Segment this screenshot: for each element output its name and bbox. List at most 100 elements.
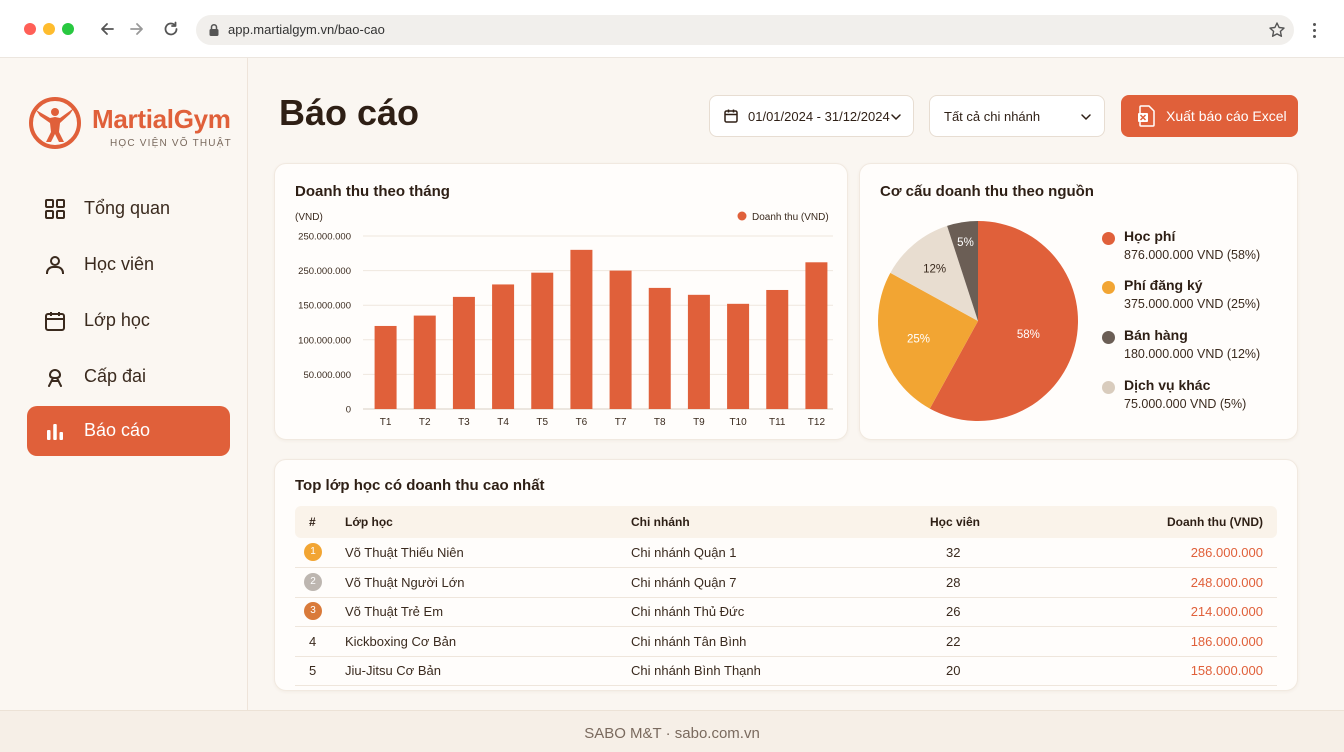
rank-badge: 1	[304, 543, 322, 561]
sidebar: MartialGym HỌC VIỆN VÕ THUẬT Tổng quan H…	[0, 58, 248, 710]
browser-menu-icon[interactable]	[1306, 18, 1322, 42]
x-tick-label: T3	[458, 417, 470, 428]
pie-slice-4[interactable]	[947, 221, 978, 321]
sidebar-item-tong-quan[interactable]: Tổng quan	[27, 184, 230, 234]
table-row[interactable]: 2 Võ Thuật Người Lớn Chi nhánh Quận 7 28 248…	[295, 568, 1277, 598]
legend-swatch	[1102, 381, 1115, 394]
revenue-bar-t1[interactable]	[374, 325, 397, 409]
browser-chrome: app.martialgym.vn/bao-cao	[0, 0, 1344, 58]
table-row[interactable]: 3 Võ Thuật Trẻ Em Chi nhánh Thủ Đức 26 214.0…	[295, 597, 1277, 628]
x-tick-label: T6	[576, 417, 588, 428]
minimize-window-button[interactable]	[43, 23, 55, 35]
x-tick-label: T11	[769, 417, 786, 428]
revenue-cell: 248.000.000	[1190, 574, 1263, 590]
x-tick-label: T10	[729, 417, 747, 428]
branch-cell: Chi nhánh Thủ Đức	[631, 604, 745, 620]
revenue-bar-t5[interactable]	[531, 272, 554, 409]
y-tick-label: 100.000.000	[298, 335, 351, 346]
user-icon	[43, 253, 67, 277]
brand-logo[interactable]: MartialGym HỌC VIỆN VÕ THUẬT	[28, 96, 238, 156]
branch-cell: Chi nhánh Bình Thạnh	[631, 663, 761, 679]
sidebar-item-cap-dai[interactable]: Cấp đai	[27, 352, 230, 402]
sidebar-item-label: Cấp đai	[84, 366, 147, 386]
lock-icon	[208, 23, 220, 42]
pie-slice-1[interactable]	[929, 221, 1078, 421]
pie-slice-2[interactable]	[878, 272, 978, 409]
rank-badge: 2	[304, 572, 322, 591]
table-header: # Lớp học Chi nhánh Học viên Doanh thu (…	[295, 506, 1277, 538]
col-students-header[interactable]: Học viên	[930, 515, 981, 529]
table-row[interactable]: 4 Kickboxing Cơ Bản Chi nhánh Tân Bình 22 18…	[295, 627, 1277, 657]
sidebar-item-lop-hoc[interactable]: Lớp học	[27, 296, 230, 346]
legend-name: Bán hàng	[1124, 327, 1188, 343]
brand-name: MartialGym	[92, 104, 231, 134]
chevron-down-icon	[890, 110, 902, 128]
forward-arrow-icon[interactable]	[125, 17, 149, 41]
bookmark-star-icon[interactable]	[1268, 21, 1286, 44]
top-classes-title: Top lớp học có doanh thu cao nhất	[295, 477, 545, 494]
revenue-chart-card: Doanh thu theo tháng (VND) Doanh thu (VN…	[274, 163, 848, 440]
legend-value: 375.000.000 VND (25%)	[1124, 297, 1261, 311]
legend-name: Dịch vụ khác	[1124, 377, 1211, 393]
revenue-cell: 214.000.000	[1190, 604, 1263, 620]
revenue-bar-t11[interactable]	[766, 289, 789, 409]
sidebar-item-hoc-vien[interactable]: Học viên	[27, 240, 230, 290]
source-chart-card: Cơ cấu doanh thu theo nguồn 58% 25% 12% 5% …	[859, 163, 1298, 440]
legend-swatch	[1102, 331, 1115, 344]
sidebar-item-label: Báo cáo	[84, 420, 151, 440]
col-branch-header[interactable]: Chi nhánh	[631, 515, 690, 529]
revenue-bar-t9[interactable]	[687, 294, 710, 409]
source-chart-title: Cơ cấu doanh thu theo nguồn	[880, 183, 1094, 200]
revenue-bar-t8[interactable]	[648, 287, 671, 409]
address-bar[interactable]: app.martialgym.vn/bao-cao	[196, 15, 1294, 45]
revenue-bar-t3[interactable]	[452, 296, 475, 409]
close-window-button[interactable]	[24, 23, 36, 35]
revenue-bar-t12[interactable]	[805, 262, 828, 409]
reload-icon[interactable]	[159, 17, 183, 41]
x-tick-label: T1	[380, 417, 392, 428]
footer: SABO M&T · sabo.com.vn	[0, 710, 1344, 752]
pie-slice-label: 5%	[957, 237, 974, 249]
revenue-bar-t4[interactable]	[492, 284, 515, 409]
class-name-cell: Jiu-Jitsu Cơ Bản	[345, 663, 441, 679]
col-class-header[interactable]: Lớp học	[345, 515, 393, 529]
sidebar-item-bao-cao[interactable]: Báo cáo	[27, 406, 230, 456]
branch-cell: Chi nhánh Quận 1	[631, 545, 737, 560]
table-row[interactable]: 1 Võ Thuật Thiếu Niên Chi nhánh Quận 1 32 28…	[295, 538, 1277, 568]
date-range-picker[interactable]: 01/01/2024 - 31/12/2024	[709, 95, 914, 137]
pie-slice-3[interactable]	[890, 225, 978, 321]
revenue-cell: 286.000.000	[1190, 545, 1263, 560]
revenue-bar-t7[interactable]	[609, 270, 632, 409]
class-name-cell: Võ Thuật Trẻ Em	[345, 604, 444, 620]
branch-select[interactable]: Tất cả chi nhánh	[929, 95, 1105, 137]
class-name-cell: Kickboxing Cơ Bản	[345, 633, 457, 649]
export-excel-label: Xuất báo cáo Excel	[1166, 108, 1287, 124]
revenue-bar-t2[interactable]	[413, 315, 436, 409]
y-axis-unit-label: (VND)	[295, 212, 323, 223]
legend-swatch	[737, 211, 747, 221]
students-cell: 32	[946, 545, 961, 560]
rank-badge: 3	[304, 602, 322, 621]
pie-slice-label: 58%	[1017, 329, 1040, 341]
students-cell: 22	[946, 633, 961, 649]
back-arrow-icon[interactable]	[95, 17, 119, 41]
revenue-bar-t10[interactable]	[727, 303, 750, 409]
brand-tagline: HỌC VIỆN VÕ THUẬT	[110, 138, 232, 149]
students-cell: 20	[946, 663, 961, 679]
export-excel-button[interactable]: Xuất báo cáo Excel	[1121, 95, 1298, 137]
table-row[interactable]: 5 Jiu-Jitsu Cơ Bản Chi nhánh Bình Thạnh 20 1…	[295, 656, 1277, 687]
x-tick-label: T4	[497, 417, 509, 428]
col-revenue-header[interactable]: Doanh thu (VND)	[1167, 515, 1263, 529]
x-tick-label: T2	[419, 417, 431, 428]
y-tick-label: 50.000.000	[303, 370, 351, 381]
belt-icon	[43, 365, 67, 389]
y-tick-label: 250.000.000	[298, 232, 351, 243]
branch-cell: Chi nhánh Quận 7	[631, 574, 737, 590]
legend-value: 876.000.000 VND (58%)	[1124, 248, 1261, 262]
revenue-cell: 186.000.000	[1190, 633, 1263, 649]
footer-text: SABO M&T · sabo.com.vn	[584, 725, 760, 742]
revenue-bar-t6[interactable]	[570, 249, 593, 409]
maximize-window-button[interactable]	[62, 23, 74, 35]
branch-select-value: Tất cả chi nhánh	[944, 109, 1041, 124]
revenue-chart-title: Doanh thu theo tháng	[295, 183, 450, 200]
